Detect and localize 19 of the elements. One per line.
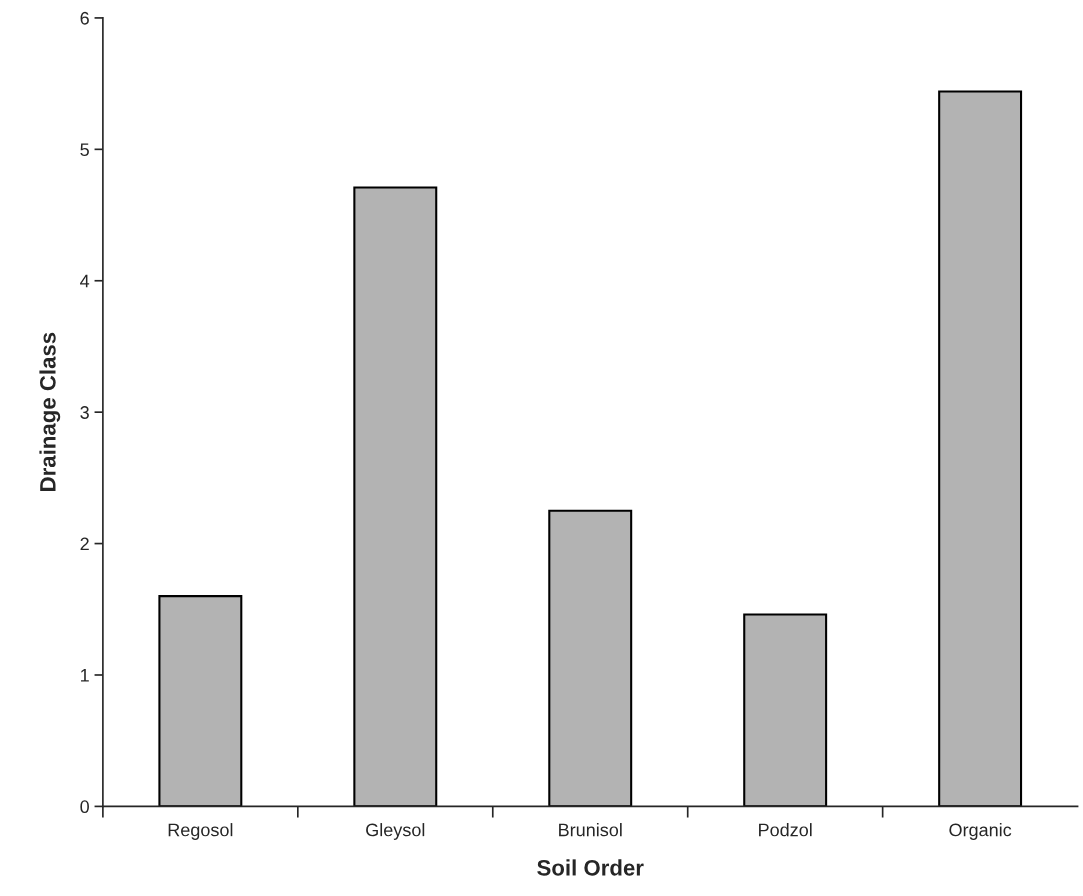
x-axis-title: Soil Order	[537, 859, 644, 876]
y-tick-label: 0	[80, 800, 89, 814]
bar	[353, 186, 438, 807]
bar	[938, 90, 1023, 807]
y-axis-title: Drainage Class	[39, 332, 61, 491]
y-tick-label: 6	[80, 11, 89, 25]
y-tick-label: 3	[80, 406, 89, 419]
bar	[158, 595, 243, 807]
y-tick-label: 4	[80, 274, 90, 288]
bar	[743, 613, 828, 807]
x-tick-label: Brunisol	[559, 823, 622, 837]
x-tick-label: Organic	[949, 823, 1012, 840]
bar	[548, 509, 633, 807]
x-tick-label: Gleysol	[366, 823, 425, 840]
x-tick-label: Regosol	[168, 823, 233, 840]
y-tick-label: 5	[80, 143, 89, 157]
y-tick-label: 1	[81, 669, 89, 682]
x-tick-label: Podzol	[759, 823, 812, 837]
y-tick-label: 2	[80, 537, 89, 551]
